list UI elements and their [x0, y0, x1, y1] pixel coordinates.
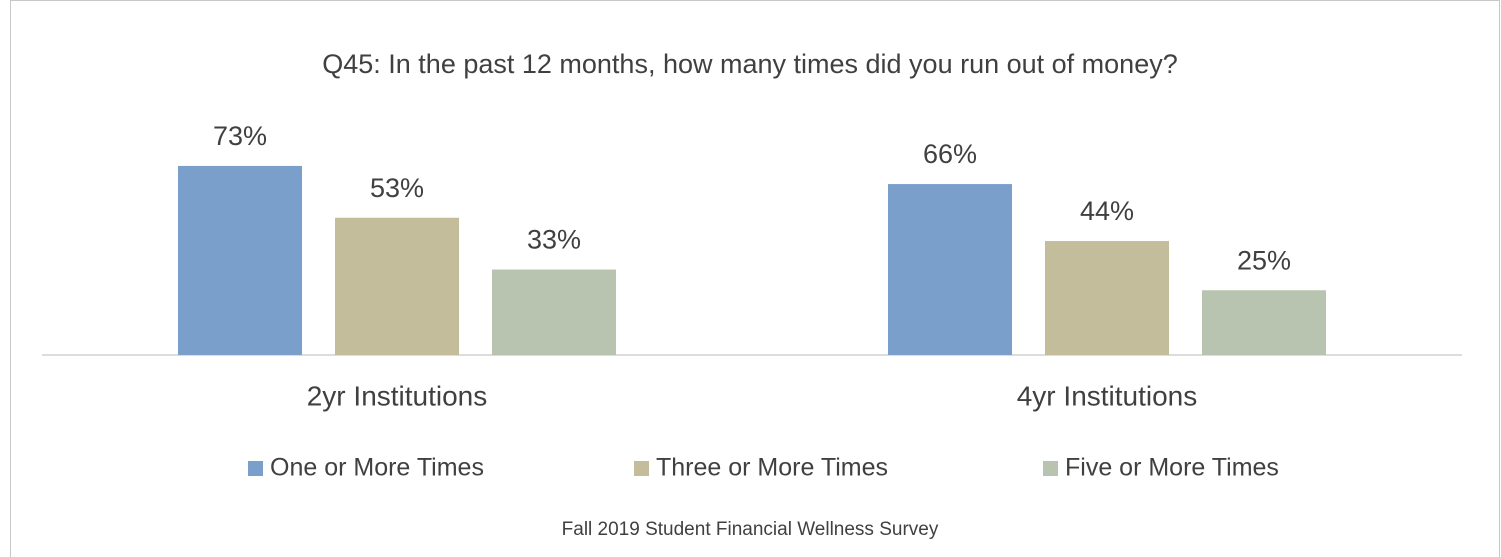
data-label: 73%: [213, 121, 267, 151]
x-tick-label: 2yr Institutions: [307, 380, 488, 411]
bar: [1045, 241, 1169, 355]
data-label: 25%: [1237, 245, 1291, 275]
bar: [335, 217, 459, 355]
bar: [888, 184, 1012, 355]
legend-swatch: [248, 461, 263, 476]
bar: [1202, 290, 1326, 355]
bar: [178, 165, 302, 355]
legend-label: Five or More Times: [1065, 454, 1279, 482]
legend-swatch: [1043, 461, 1058, 476]
legend-swatch: [634, 461, 649, 476]
legend-label: Three or More Times: [656, 454, 888, 482]
legend-label: One or More Times: [270, 454, 484, 482]
data-label: 66%: [923, 139, 977, 169]
caption: Fall 2019 Student Financial Wellness Sur…: [562, 519, 939, 540]
data-label: 44%: [1080, 196, 1134, 226]
data-label: 53%: [370, 173, 424, 203]
chart-title: Q45: In the past 12 months, how many tim…: [322, 49, 1177, 79]
x-tick-label: 4yr Institutions: [1017, 380, 1198, 411]
data-label: 33%: [527, 225, 581, 255]
bar: [492, 269, 616, 355]
